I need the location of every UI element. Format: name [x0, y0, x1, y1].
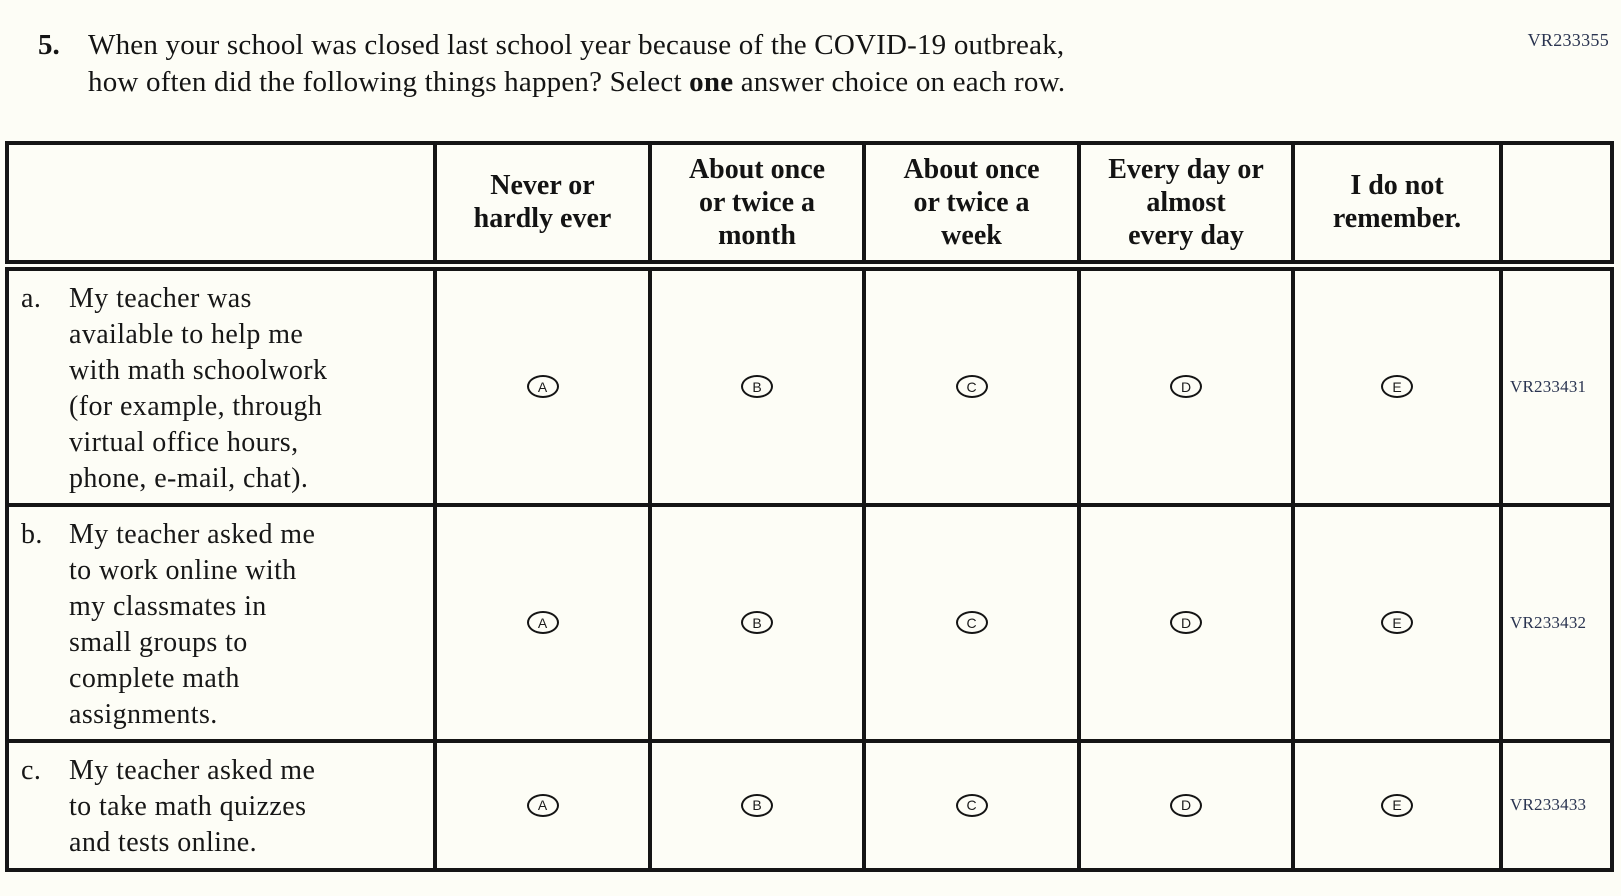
cell-a-everyday: D — [1077, 263, 1295, 507]
row-c-option-E[interactable]: E — [1381, 793, 1413, 817]
table-row-b: b. My teacher asked me to work online wi… — [5, 502, 1614, 743]
row-letter-b: b. — [21, 518, 43, 550]
cell-a-never: A — [433, 263, 652, 507]
row-b-option-E[interactable]: E — [1381, 611, 1413, 634]
row-c-option-D[interactable]: D — [1170, 793, 1202, 817]
row-a-option-C[interactable]: C — [955, 375, 988, 398]
column-header-every-day: Every day or almost every day — [1077, 141, 1295, 271]
row-c-option-A[interactable]: A — [526, 793, 559, 817]
row-a-option-E[interactable]: E — [1381, 375, 1413, 398]
row-statement-c: My teacher asked me to take math quizzes… — [69, 754, 316, 858]
row-statement-b: My teacher asked me to work online with … — [69, 518, 316, 730]
statement-cell-c: c. My teacher asked me to take math quiz… — [5, 738, 437, 872]
row-letter-c: c. — [21, 754, 42, 786]
question-line2-suffix: answer choice on each row. — [733, 66, 1066, 98]
row-b-option-A[interactable]: A — [526, 611, 559, 634]
column-header-once-twice-week: About once or twice a week — [862, 141, 1081, 271]
cell-c-never: A — [433, 738, 652, 872]
question-text: When your school was closed last school … — [88, 27, 1065, 101]
row-c-option-B[interactable]: B — [741, 793, 773, 817]
row-a-option-A[interactable]: A — [526, 375, 559, 398]
column-header-do-not-remember: I do not remember. — [1291, 141, 1503, 271]
table-row-a: a. My teacher was available to help me w… — [5, 263, 1614, 507]
row-b-option-B[interactable]: B — [741, 611, 773, 634]
row-a-option-D[interactable]: D — [1170, 375, 1202, 398]
row-b-option-D[interactable]: D — [1170, 611, 1202, 634]
cell-a-week: C — [862, 263, 1081, 507]
statement-cell-b: b. My teacher asked me to work online wi… — [5, 502, 437, 743]
question-line1: When your school was closed last school … — [88, 29, 1065, 61]
cell-c-month: B — [648, 738, 866, 872]
cell-c-week: C — [862, 738, 1081, 872]
row-letter-a: a. — [21, 282, 42, 314]
cell-b-everyday: D — [1077, 502, 1295, 743]
row-a-option-B[interactable]: B — [741, 375, 773, 398]
statement-cell-a: a. My teacher was available to help me w… — [5, 263, 437, 507]
row-b-option-C[interactable]: C — [955, 611, 988, 634]
cell-c-remember: E — [1291, 738, 1503, 872]
cell-a-remember: E — [1291, 263, 1503, 507]
empty-code-header-cell — [1499, 141, 1614, 271]
form-code: VR233355 — [1527, 30, 1609, 50]
cell-b-never: A — [433, 502, 652, 743]
question-line2-prefix: how often did the following things happe… — [88, 66, 690, 98]
cell-b-remember: E — [1291, 502, 1503, 743]
question-block: 5. When your school was closed last scho… — [38, 27, 1621, 101]
table-row-c: c. My teacher asked me to take math quiz… — [5, 738, 1614, 872]
column-header-once-twice-month: About once or twice a month — [648, 141, 866, 271]
row-code-b: VR233432 — [1499, 502, 1614, 743]
frequency-matrix-table: Never or hardly ever About once or twice… — [5, 141, 1614, 872]
row-code-a: VR233431 — [1499, 263, 1614, 507]
cell-b-month: B — [648, 502, 866, 743]
cell-b-week: C — [862, 502, 1081, 743]
column-header-never: Never or hardly ever — [433, 141, 652, 271]
question-number: 5. — [38, 29, 60, 61]
row-code-c: VR233433 — [1499, 738, 1614, 872]
row-c-option-C[interactable]: C — [955, 793, 988, 817]
question-line2-bold: one — [689, 66, 734, 98]
cell-c-everyday: D — [1077, 738, 1295, 872]
cell-a-month: B — [648, 263, 866, 507]
empty-header-cell — [5, 141, 437, 271]
row-statement-a: My teacher was available to help me with… — [69, 282, 328, 494]
